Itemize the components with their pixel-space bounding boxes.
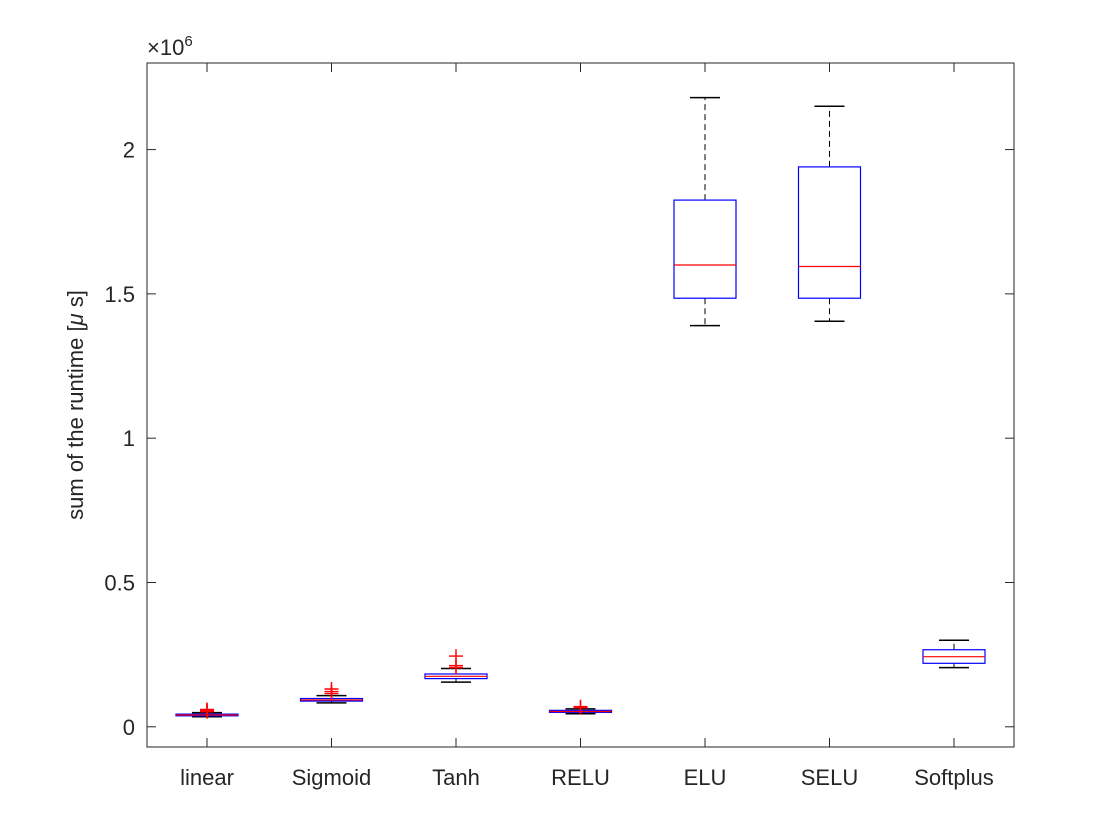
x-tick-label: Sigmoid <box>292 765 371 790</box>
y-tick-label: 1.5 <box>104 282 135 307</box>
box-group-selu <box>797 105 862 323</box>
x-tick-label: RELU <box>551 765 610 790</box>
outlier-marker <box>324 681 339 696</box>
outlier-marker <box>200 702 214 717</box>
box-group-linear <box>175 702 239 719</box>
box <box>797 166 862 299</box>
box-group-softplus <box>922 639 986 669</box>
y-axis-label-prefix: sum of the runtime [ <box>63 325 88 519</box>
y-tick-label: 0.5 <box>104 570 135 595</box>
box-group-elu <box>673 96 737 327</box>
y-axis-label: sum of the runtime [μ s] <box>63 290 88 520</box>
x-tick-label: SELU <box>801 765 858 790</box>
y-multiplier-label: ×106 <box>147 33 193 60</box>
outlier-marker <box>449 649 463 664</box>
box-group-relu <box>548 699 613 715</box>
y-tick-label: 0 <box>123 715 135 740</box>
y-multiplier-exponent: 6 <box>184 33 192 50</box>
x-tick-label: Softplus <box>914 765 994 790</box>
x-tick-label: ELU <box>684 765 727 790</box>
x-tick-label: linear <box>180 765 234 790</box>
y-axis-label-mu: μ <box>63 313 88 326</box>
box-group-sigmoid <box>299 681 364 704</box>
y-tick-label: 1 <box>123 426 135 451</box>
x-tick-label: Tanh <box>432 765 480 790</box>
box-group-tanh <box>424 649 488 683</box>
outlier-marker <box>573 699 588 714</box>
box <box>673 199 737 299</box>
y-tick-label: 2 <box>123 138 135 163</box>
y-axis-label-suffix: s] <box>63 290 88 313</box>
plot-layer <box>175 96 986 719</box>
y-multiplier-base: ×10 <box>147 35 184 60</box>
tick-layer: 0 0.5 1 1.5 2 linear Sigmoid Tanh RELU ELU SELU Sof… <box>104 63 1014 790</box>
